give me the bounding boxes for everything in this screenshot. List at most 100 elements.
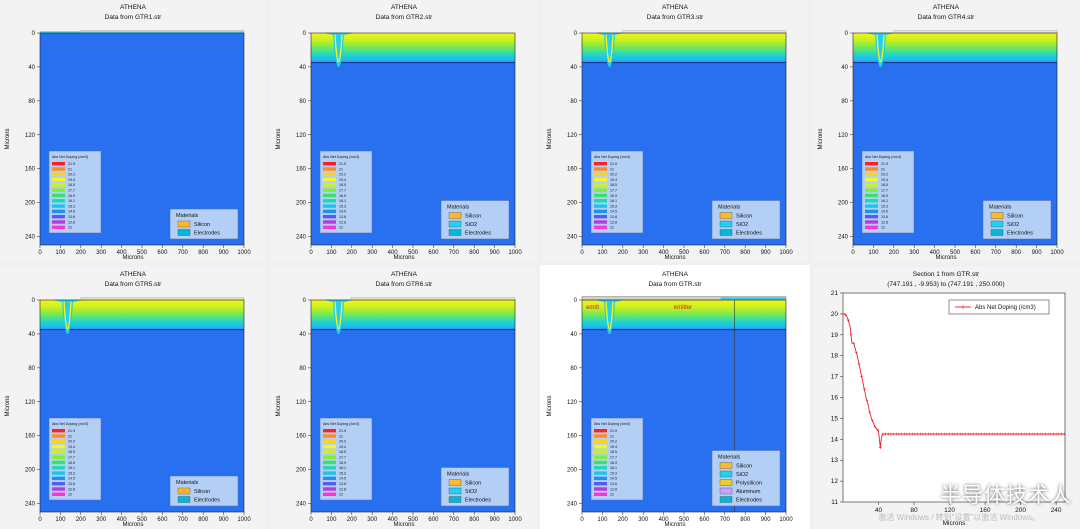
data-point bbox=[977, 432, 981, 436]
doping-swatch bbox=[52, 466, 65, 470]
doping-level-label: 21 bbox=[68, 167, 72, 171]
panel-section-profile[interactable]: Section 1 from GTR.str (747.191 , -9.953)… bbox=[813, 267, 1079, 529]
y-tick-label: 200 bbox=[567, 201, 578, 207]
y-tick-label: 240 bbox=[25, 502, 36, 508]
oxide-trench bbox=[596, 32, 623, 68]
data-point bbox=[966, 432, 970, 436]
panel-gtr5[interactable]: ATHENA Data from GTR5.str 0 100 200 300 400 500… bbox=[0, 267, 266, 529]
data-point bbox=[972, 432, 975, 436]
panel-gtr1[interactable]: ATHENA Data from GTR1.str 0 100 200 300 400 500… bbox=[0, 0, 266, 262]
data-point bbox=[894, 432, 898, 436]
y-tick-label: 200 bbox=[25, 468, 36, 474]
doping-swatch bbox=[323, 220, 336, 224]
doping-level-label: 18.5 bbox=[610, 183, 617, 187]
material-swatch bbox=[177, 220, 191, 228]
panel-subtitle: Data from GTR3.str bbox=[647, 14, 705, 21]
y-axis-label: Microns bbox=[276, 395, 282, 416]
doping-swatch bbox=[323, 482, 336, 486]
data-point bbox=[897, 432, 901, 436]
y-tick-label: 160 bbox=[25, 434, 36, 440]
doping-swatch bbox=[52, 487, 65, 491]
x-tick-label: 1000 bbox=[237, 250, 251, 256]
panel-subtitle: Data from GTR6.str bbox=[376, 281, 434, 288]
materials-legend: Materials Silicon SiO2 Electrodes bbox=[440, 200, 510, 240]
doping-legend-title: Abs Net Doping (/cm3) bbox=[52, 155, 88, 159]
doping-level-label: 15.3 bbox=[68, 471, 75, 475]
doping-level-label: 19.4 bbox=[339, 445, 346, 449]
panel-heading: ATHENA bbox=[662, 4, 689, 11]
doping-swatch bbox=[865, 177, 878, 182]
y-tick-label: 20 bbox=[831, 311, 839, 318]
data-point bbox=[1014, 432, 1018, 436]
y-tick-label: 120 bbox=[25, 133, 36, 139]
y-tick-label: 80 bbox=[570, 99, 577, 105]
panel-subtitle: Data from GTR4.str bbox=[918, 14, 976, 21]
panel-subtitle: Data from GTR5.str bbox=[105, 281, 163, 288]
doping-legend-title: Abs Net Doping (/cm3) bbox=[323, 155, 359, 159]
x-tick-label: 300 bbox=[96, 250, 107, 256]
doping-swatch bbox=[865, 199, 878, 203]
x-tick-label: 1000 bbox=[508, 250, 522, 256]
x-axis-label: Microns bbox=[122, 255, 143, 261]
panel-gtr2[interactable]: ATHENA Data from GTR2.str 0 100 200 300 400 500… bbox=[271, 0, 537, 262]
doping-swatch bbox=[52, 476, 65, 481]
doping-level-label: 21 bbox=[339, 167, 343, 171]
materials-legend-title: Materials bbox=[447, 472, 470, 478]
doping-swatch bbox=[52, 162, 65, 166]
doping-swatch bbox=[865, 172, 878, 176]
data-point bbox=[860, 375, 863, 378]
data-point bbox=[876, 428, 879, 432]
x-tick-label: 500 bbox=[950, 250, 961, 256]
y-tick-label: 160 bbox=[838, 167, 849, 173]
doping-level-label: 17.7 bbox=[339, 456, 346, 460]
x-tick-label: 400 bbox=[388, 517, 399, 523]
doping-swatch bbox=[594, 204, 607, 208]
doping-swatch bbox=[865, 167, 878, 171]
x-tick-label: 700 bbox=[991, 250, 1002, 256]
doping-swatch bbox=[594, 167, 607, 171]
region-label: emitt bbox=[586, 305, 599, 311]
x-tick-label: 0 bbox=[580, 517, 584, 523]
x-tick-label: 500 bbox=[137, 250, 148, 256]
data-point bbox=[873, 425, 877, 429]
y-tick-label: 80 bbox=[28, 99, 35, 105]
doping-swatch bbox=[594, 199, 607, 203]
doping-swatch bbox=[52, 482, 65, 486]
x-tick-label: 120 bbox=[944, 507, 955, 514]
material-swatch bbox=[448, 212, 462, 219]
materials-legend: Materials Silicon Electrodes bbox=[169, 475, 239, 507]
data-point bbox=[1049, 432, 1053, 436]
doping-swatch bbox=[594, 193, 607, 198]
panel-gtr3[interactable]: ATHENA Data from GTR3.str 0 100 200 300 400 500… bbox=[542, 0, 808, 262]
doping-legend: Abs Net Doping (/cm3) 21.921 20.219.418.5 1… bbox=[48, 417, 102, 501]
doping-swatch bbox=[52, 193, 65, 198]
y-tick-label: 0 bbox=[845, 31, 849, 37]
data-point bbox=[1041, 432, 1045, 436]
doping-level-label: 19.4 bbox=[68, 445, 75, 449]
doping-level-label: 19.4 bbox=[610, 178, 617, 182]
doping-swatch bbox=[323, 455, 336, 459]
data-point bbox=[948, 432, 951, 436]
doping-swatch bbox=[323, 434, 336, 438]
panel-gtr6[interactable]: ATHENA Data from GTR6.str 0 100 200 300 400 500… bbox=[271, 267, 537, 529]
x-tick-label: 600 bbox=[699, 250, 710, 256]
x-axis-label: Microns bbox=[664, 255, 685, 261]
doping-level-label: 12.8 bbox=[610, 487, 617, 491]
data-point bbox=[1025, 432, 1029, 436]
data-point bbox=[1036, 432, 1039, 436]
oxide-trench bbox=[325, 32, 352, 68]
panel-gtr[interactable]: ATHENA Data from GTR.str emitt emitter 0 100 2… bbox=[540, 265, 810, 529]
doping-swatch bbox=[594, 172, 607, 176]
panel-gtr4[interactable]: ATHENA Data from GTR4.str 0 100 200 300 400 500… bbox=[813, 0, 1079, 262]
doping-swatch bbox=[323, 492, 336, 496]
x-tick-label: 100 bbox=[326, 250, 337, 256]
data-point bbox=[934, 432, 938, 436]
materials-legend: Materials Silicon SiO2 Polysilicon Aluminum E… bbox=[711, 450, 781, 507]
doping-level-label: 20.2 bbox=[339, 173, 346, 177]
material-label: Silicon bbox=[465, 481, 481, 487]
data-point bbox=[886, 432, 890, 436]
doping-legend: Abs Net Doping (/cm3) 21.921 20.219.418.5 1… bbox=[861, 150, 915, 234]
surface-oxide bbox=[351, 297, 516, 301]
data-point bbox=[1033, 432, 1037, 436]
doping-level-label: 20.2 bbox=[881, 173, 888, 177]
